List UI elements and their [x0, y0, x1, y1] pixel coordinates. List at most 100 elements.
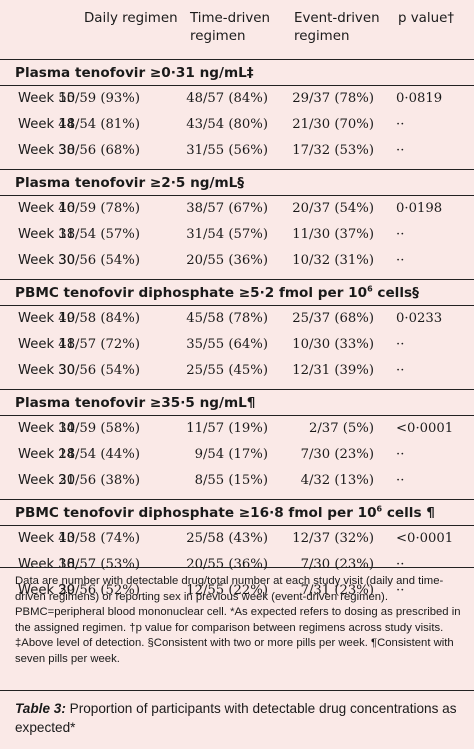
row-label: Week 18 — [18, 227, 76, 242]
table-body: Plasma tenofovir ≥0·31 ng/mL‡ Week 10 55/5… — [0, 59, 474, 609]
table-row: Week 18 41/57 (72%) 35/55 (64%) 10/30 (33%)… — [0, 332, 474, 358]
cell-daily: 49/58 (84%) — [58, 311, 140, 326]
section-title-text: Plasma tenofovir ≥35·5 ng/mL¶ — [15, 395, 256, 411]
cell-p-value: ·· — [396, 253, 405, 268]
section-title-text: PBMC tenofovir diphosphate ≥16·8 fmol pe… — [15, 505, 377, 521]
cell-p-value: ·· — [396, 337, 405, 352]
cell-time-driven: 20/55 (36%) — [186, 557, 268, 572]
row-label: Week 10 — [18, 311, 76, 326]
cell-time-driven: 25/55 (45%) — [186, 363, 268, 378]
section-title: PBMC tenofovir diphosphate ≥16·8 fmol pe… — [0, 499, 474, 526]
caption-label: Table 3: — [15, 701, 66, 716]
table-row: Week 18 30/57 (53%) 20/55 (36%) 7/30 (23%) ·… — [0, 552, 474, 578]
section-title: Plasma tenofovir ≥35·5 ng/mL¶ — [0, 389, 474, 416]
table-row: Week 30 21/56 (38%) 8/55 (15%) 4/32 (13%) ·· — [0, 468, 474, 494]
cell-p-value: 0·0198 — [396, 201, 443, 216]
cell-p-value: ·· — [396, 227, 405, 242]
cell-time-driven: 12/55 (22%) — [186, 583, 268, 598]
section-title-text: Plasma tenofovir ≥2·5 ng/mL§ — [15, 175, 245, 191]
cell-event-driven: 21/30 (70%) — [292, 117, 374, 132]
cell-time-driven: 43/54 (80%) — [186, 117, 268, 132]
cell-daily: 55/59 (93%) — [58, 91, 140, 106]
row-label: Week 30 — [18, 143, 76, 158]
header-time-driven: Time-driven regimen — [190, 11, 270, 44]
row-label: Week 10 — [18, 531, 76, 546]
table-row: Week 18 44/54 (81%) 43/54 (80%) 21/30 (70%)… — [0, 112, 474, 138]
section-title-superscript: 6 — [367, 284, 373, 294]
cell-daily: 24/54 (44%) — [58, 447, 140, 462]
row-label: Week 18 — [18, 557, 76, 572]
cell-time-driven: 25/58 (43%) — [186, 531, 268, 546]
section-title: Plasma tenofovir ≥0·31 ng/mL‡ — [0, 59, 474, 86]
cell-event-driven: 12/37 (32%) — [292, 531, 374, 546]
row-label: Week 10 — [18, 201, 76, 216]
table-row: Week 10 55/59 (93%) 48/57 (84%) 29/37 (78%)… — [0, 86, 474, 112]
row-label: Week 10 — [18, 421, 76, 436]
cell-p-value: ·· — [396, 117, 405, 132]
cell-daily: 29/56 (52%) — [58, 583, 140, 598]
cell-p-value: ·· — [396, 557, 405, 572]
cell-event-driven: 29/37 (78%) — [292, 91, 374, 106]
table-caption: Table 3: Proportion of participants with… — [0, 690, 474, 737]
row-label: Week 30 — [18, 473, 76, 488]
cell-daily: 41/57 (72%) — [58, 337, 140, 352]
row-label: Week 18 — [18, 447, 76, 462]
section-title-text: Plasma tenofovir ≥0·31 ng/mL‡ — [15, 65, 254, 81]
cell-p-value: 0·0819 — [396, 91, 443, 106]
table-row: Week 30 30/56 (54%) 25/55 (45%) 12/31 (39%)… — [0, 358, 474, 384]
cell-daily: 38/56 (68%) — [58, 143, 140, 158]
section-title: Plasma tenofovir ≥2·5 ng/mL§ — [0, 169, 474, 196]
cell-event-driven: 4/32 (13%) — [300, 473, 374, 488]
cell-daily: 31/54 (57%) — [58, 227, 140, 242]
table-row: Week 30 29/56 (52%) 12/55 (22%) 7/31 (23%) ·… — [0, 578, 474, 604]
cell-event-driven: 20/37 (54%) — [292, 201, 374, 216]
cell-time-driven: 31/54 (57%) — [186, 227, 268, 242]
table-footnote: Data are number with detectable drug/tot… — [0, 567, 474, 668]
cell-p-value: ·· — [396, 473, 405, 488]
cell-p-value: ·· — [396, 363, 405, 378]
cell-daily: 44/54 (81%) — [58, 117, 140, 132]
cell-event-driven: 7/30 (23%) — [300, 557, 374, 572]
cell-time-driven: 45/58 (78%) — [186, 311, 268, 326]
cell-p-value: ·· — [396, 583, 405, 598]
cell-event-driven: 11/30 (37%) — [292, 227, 374, 242]
cell-p-value: <0·0001 — [396, 531, 454, 546]
cell-time-driven: 8/55 (15%) — [194, 473, 268, 488]
row-label: Week 18 — [18, 117, 76, 132]
cell-event-driven: 25/37 (68%) — [292, 311, 374, 326]
section-title-tail: cells§ — [372, 285, 419, 301]
cell-event-driven: 2/37 (5%) — [308, 421, 374, 436]
row-label: Week 30 — [18, 253, 76, 268]
table-row: Week 30 38/56 (68%) 31/55 (56%) 17/32 (53%)… — [0, 138, 474, 164]
cell-daily: 30/57 (53%) — [58, 557, 140, 572]
cell-p-value: <0·0001 — [396, 421, 454, 436]
caption-text: Proportion of participants with detectab… — [15, 701, 457, 735]
cell-p-value: 0·0233 — [396, 311, 443, 326]
table-row: Week 18 24/54 (44%) 9/54 (17%) 7/30 (23%) ·· — [0, 442, 474, 468]
table-row: Week 18 31/54 (57%) 31/54 (57%) 11/30 (37%)… — [0, 222, 474, 248]
table-header: Daily regimen Time-driven regimen Event-… — [0, 0, 474, 59]
cell-daily: 21/56 (38%) — [58, 473, 140, 488]
table-row: Week 10 46/59 (78%) 38/57 (67%) 20/37 (54%)… — [0, 196, 474, 222]
cell-time-driven: 31/55 (56%) — [186, 143, 268, 158]
cell-event-driven: 10/32 (31%) — [292, 253, 374, 268]
cell-event-driven: 17/32 (53%) — [292, 143, 374, 158]
row-label: Week 18 — [18, 337, 76, 352]
table-row: Week 10 49/58 (84%) 45/58 (78%) 25/37 (68%)… — [0, 306, 474, 332]
cell-time-driven: 11/57 (19%) — [186, 421, 268, 436]
section-title-superscript: 6 — [376, 504, 383, 514]
header-event-driven: Event-driven regimen — [294, 11, 380, 44]
row-label: Week 30 — [18, 363, 76, 378]
cell-event-driven: 12/31 (39%) — [292, 363, 374, 378]
cell-daily: 30/56 (54%) — [58, 363, 140, 378]
cell-time-driven: 20/55 (36%) — [186, 253, 268, 268]
cell-time-driven: 48/57 (84%) — [186, 91, 268, 106]
row-label: Week 30 — [18, 583, 76, 598]
table-row: Week 10 34/59 (58%) 11/57 (19%) 2/37 (5%) <0… — [0, 416, 474, 442]
header-daily: Daily regimen — [84, 11, 178, 26]
cell-daily: 34/59 (58%) — [58, 421, 140, 436]
cell-time-driven: 35/55 (64%) — [186, 337, 268, 352]
header-p-value: p value† — [398, 11, 455, 26]
section-title: PBMC tenofovir diphosphate ≥5·2 fmol per… — [0, 279, 474, 306]
